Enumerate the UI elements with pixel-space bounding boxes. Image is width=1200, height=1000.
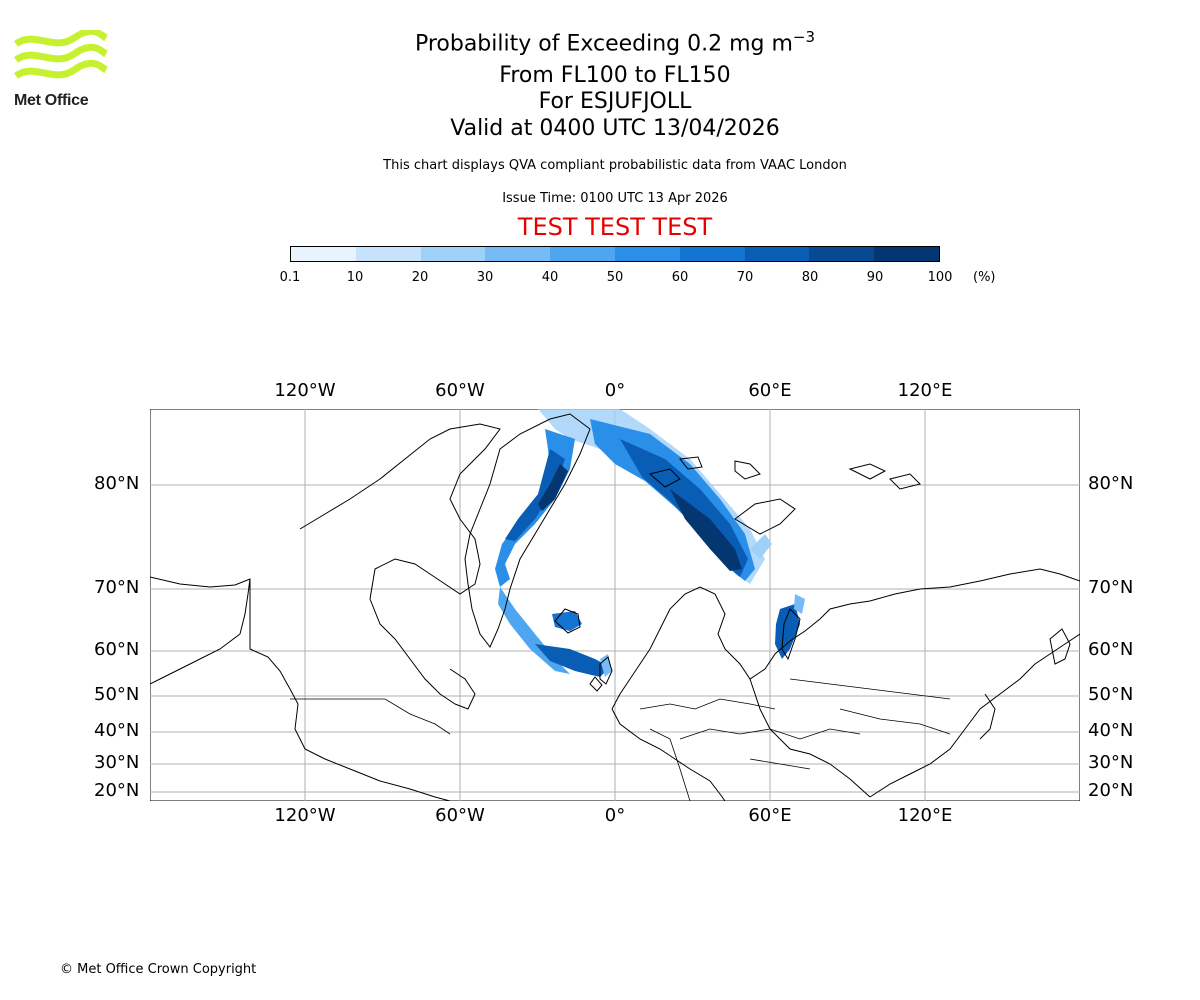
lat-label-left: 60°N — [94, 639, 140, 660]
lat-label-left: 30°N — [94, 752, 140, 773]
colorbar-tick-label: 10 — [346, 270, 364, 285]
lon-label-top: 120°W — [274, 380, 336, 401]
lon-label-bottom: 120°E — [897, 805, 953, 826]
lon-label-top: 0° — [604, 380, 626, 401]
colorbar — [290, 246, 940, 262]
chart-description: This chart displays QVA compliant probab… — [383, 158, 847, 173]
lon-label-top: 120°E — [897, 380, 953, 401]
colorbar-tick-label: 90 — [866, 270, 884, 285]
valid-time: Valid at 0400 UTC 13/04/2026 — [450, 116, 780, 141]
country-borders — [249, 579, 951, 801]
lon-label-bottom: 60°W — [435, 805, 485, 826]
lon-label-bottom: 60°E — [748, 805, 792, 826]
colorbar-tick-label: 100 — [927, 270, 953, 285]
lat-label-left: 80°N — [94, 473, 140, 494]
lon-label-top: 60°W — [435, 380, 485, 401]
copyright: © Met Office Crown Copyright — [60, 962, 257, 977]
colorbar-segment — [550, 247, 615, 261]
lat-label-right: 60°N — [1088, 639, 1134, 660]
lat-label-right: 50°N — [1088, 684, 1134, 705]
colorbar-segment — [291, 247, 356, 261]
lat-label-left: 50°N — [94, 684, 140, 705]
chart-title: Probability of Exceeding 0.2 mg m−3 — [414, 28, 816, 57]
lon-label-top: 60°E — [748, 380, 792, 401]
colorbar-unit: (%) — [973, 270, 996, 285]
lat-label-right: 30°N — [1088, 752, 1134, 773]
test-banner: TEST TEST TEST — [517, 213, 713, 241]
colorbar-tick-label: 30 — [476, 270, 494, 285]
ash-plume — [495, 409, 805, 677]
issue-time: Issue Time: 0100 UTC 13 Apr 2026 — [502, 191, 728, 206]
lat-label-right: 40°N — [1088, 720, 1134, 741]
colorbar-tick-label: 0.1 — [279, 270, 301, 285]
met-office-logo-icon — [14, 30, 108, 80]
colorbar-segment — [420, 247, 486, 261]
colorbar-segment — [809, 247, 875, 261]
colorbar-tick-label: 80 — [801, 270, 819, 285]
lat-label-left: 40°N — [94, 720, 140, 741]
colorbar-tick-label: 50 — [606, 270, 624, 285]
volcano-name: For ESJUFJOLL — [538, 89, 692, 114]
coastlines — [150, 413, 1080, 801]
lat-label-left: 70°N — [94, 577, 140, 598]
colorbar-tick-label: 20 — [411, 270, 429, 285]
lat-label-right: 20°N — [1088, 780, 1134, 801]
colorbar-segment — [874, 247, 939, 261]
logo-text: Met Office — [14, 92, 89, 109]
lon-label-bottom: 120°W — [274, 805, 336, 826]
lat-label-right: 70°N — [1088, 577, 1134, 598]
colorbar-segment — [679, 247, 745, 261]
colorbar-tick-label: 40 — [541, 270, 559, 285]
lat-label-right: 80°N — [1088, 473, 1134, 494]
lat-label-left: 20°N — [94, 780, 140, 801]
lon-label-bottom: 0° — [604, 805, 626, 826]
colorbar-segment — [485, 247, 551, 261]
colorbar-tick-label: 70 — [736, 270, 754, 285]
flight-levels: From FL100 to FL150 — [499, 63, 731, 88]
colorbar-segment — [614, 247, 680, 261]
colorbar-segment — [744, 247, 810, 261]
map-panel — [150, 409, 1080, 801]
colorbar-segment — [355, 247, 421, 261]
colorbar-tick-label: 60 — [671, 270, 689, 285]
